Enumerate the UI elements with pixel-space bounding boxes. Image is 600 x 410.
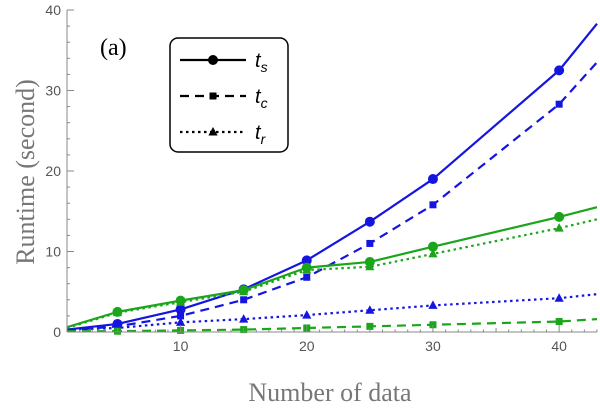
legend-label: tr: [255, 122, 267, 147]
legend-label: tc: [255, 86, 268, 111]
series-blue-dotted: [66, 293, 598, 332]
data-point: [554, 211, 565, 222]
x-tick-label: 20: [299, 338, 315, 354]
x-tick-label: 40: [551, 338, 567, 354]
data-point: [175, 317, 186, 326]
series-line: [66, 22, 598, 331]
series-blue-solid: [66, 22, 598, 331]
data-point: [427, 241, 438, 252]
y-axis-title: Runtime (second): [11, 79, 40, 265]
y-tick-label: 30: [45, 83, 61, 99]
legend-label: ts: [255, 50, 268, 75]
data-point: [302, 310, 312, 319]
series-line: [66, 61, 598, 332]
series-green-solid: [66, 206, 598, 329]
series-line: [66, 206, 598, 329]
y-tick-label: 10: [45, 244, 61, 260]
data-point: [239, 314, 249, 323]
x-tick-label: 30: [425, 338, 441, 354]
data-point: [175, 297, 186, 306]
data-point: [429, 321, 437, 329]
x-tick-label: 10: [173, 338, 189, 354]
data-point: [554, 223, 564, 232]
series-blue-dashed: [66, 61, 598, 332]
series-layer: [66, 22, 598, 335]
legend-marker: [208, 127, 218, 136]
legend-marker: [208, 55, 218, 65]
y-tick-label: 0: [53, 324, 61, 340]
legend: ts tc tr: [169, 37, 289, 153]
data-point: [366, 239, 374, 247]
data-point: [429, 201, 437, 209]
series-line: [67, 318, 598, 333]
data-point: [554, 65, 565, 76]
data-point: [555, 318, 563, 326]
data-point: [112, 307, 123, 317]
data-point: [301, 255, 312, 266]
data-point: [302, 265, 312, 274]
y-tick-label: 20: [45, 163, 61, 179]
x-axis-title: Number of data: [248, 378, 412, 407]
data-point: [366, 322, 374, 330]
series-green-dotted: [66, 218, 598, 330]
data-point: [177, 312, 185, 320]
y-tick-label: 40: [45, 2, 61, 18]
data-point: [365, 261, 375, 271]
panel-label: (a): [100, 35, 127, 61]
legend-entry-c: tc: [180, 86, 268, 111]
data-point: [428, 248, 438, 258]
data-point: [554, 293, 564, 302]
legend-marker: [209, 92, 217, 100]
data-point: [364, 216, 375, 227]
series-line: [66, 218, 598, 330]
data-point: [303, 273, 311, 281]
data-point: [239, 286, 249, 296]
data-point: [428, 300, 438, 309]
series-line: [66, 293, 598, 331]
data-point: [175, 304, 186, 315]
data-point: [555, 100, 563, 108]
axes-layer: [66, 10, 597, 333]
data-point: [365, 305, 375, 314]
ticks-layer: 10 20 30 40 0 10 20 30 40: [45, 2, 598, 354]
legend-entry-s: ts: [180, 50, 268, 75]
legend-entry-r: tr: [180, 122, 267, 147]
data-point: [240, 296, 248, 304]
data-point: [427, 174, 438, 185]
